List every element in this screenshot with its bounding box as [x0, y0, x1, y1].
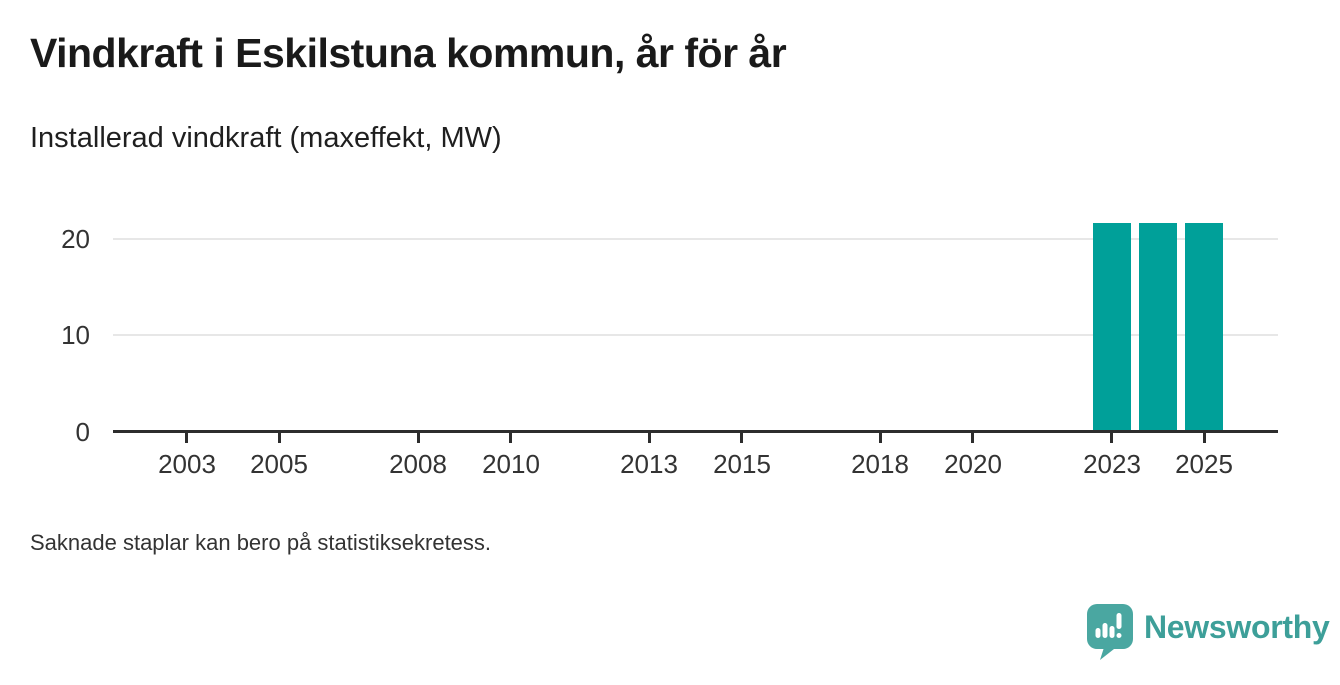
x-tick-label-2020: 2020 [944, 449, 1002, 479]
x-tick-label-2008: 2008 [389, 449, 447, 479]
plot-area [113, 200, 1278, 433]
footnote: Saknade staplar kan bero på statistiksek… [30, 530, 492, 555]
x-tick-label-2005: 2005 [250, 449, 308, 479]
x-tick-2018 [879, 433, 882, 443]
x-tick-2015 [740, 433, 743, 443]
chart-title: Vindkraft i Eskilstuna kommun, år för år [30, 30, 787, 76]
x-axis-line [113, 430, 1278, 433]
x-tick-label-2003: 2003 [158, 449, 216, 479]
x-tick-label-2018: 2018 [851, 449, 909, 479]
y-tick-label-20: 20 [61, 223, 90, 254]
x-tick-2010 [509, 433, 512, 443]
x-tick-2003 [185, 433, 188, 443]
x-tick-label-2015: 2015 [713, 449, 771, 479]
chart-subtitle: Installerad vindkraft (maxeffekt, MW) [30, 122, 502, 154]
x-tick-label-2023: 2023 [1083, 449, 1141, 479]
x-tick-2020 [971, 433, 974, 443]
x-tick-2008 [417, 433, 420, 443]
gridline-20 [113, 237, 1278, 240]
newsworthy-wordmark: Newsworthy [1144, 609, 1330, 645]
x-tick-2025 [1203, 433, 1206, 443]
y-tick-label-0: 0 [75, 417, 90, 447]
x-tick-label-2010: 2010 [482, 449, 540, 479]
x-tick-2005 [278, 433, 281, 443]
bar-2023 [1093, 223, 1131, 432]
x-tick-label-2013: 2013 [620, 449, 678, 479]
bar-2024 [1139, 223, 1177, 432]
newsworthy-logo: Newsworthy [1087, 604, 1330, 660]
bar-2025 [1185, 223, 1223, 432]
newsworthy-speech-bubble-chart-icon [1087, 604, 1133, 660]
x-tick-2023 [1110, 433, 1113, 443]
gridline-10 [113, 334, 1278, 337]
x-tick-2013 [648, 433, 651, 443]
y-tick-label-10: 10 [61, 320, 90, 351]
x-tick-label-2025: 2025 [1175, 449, 1233, 479]
